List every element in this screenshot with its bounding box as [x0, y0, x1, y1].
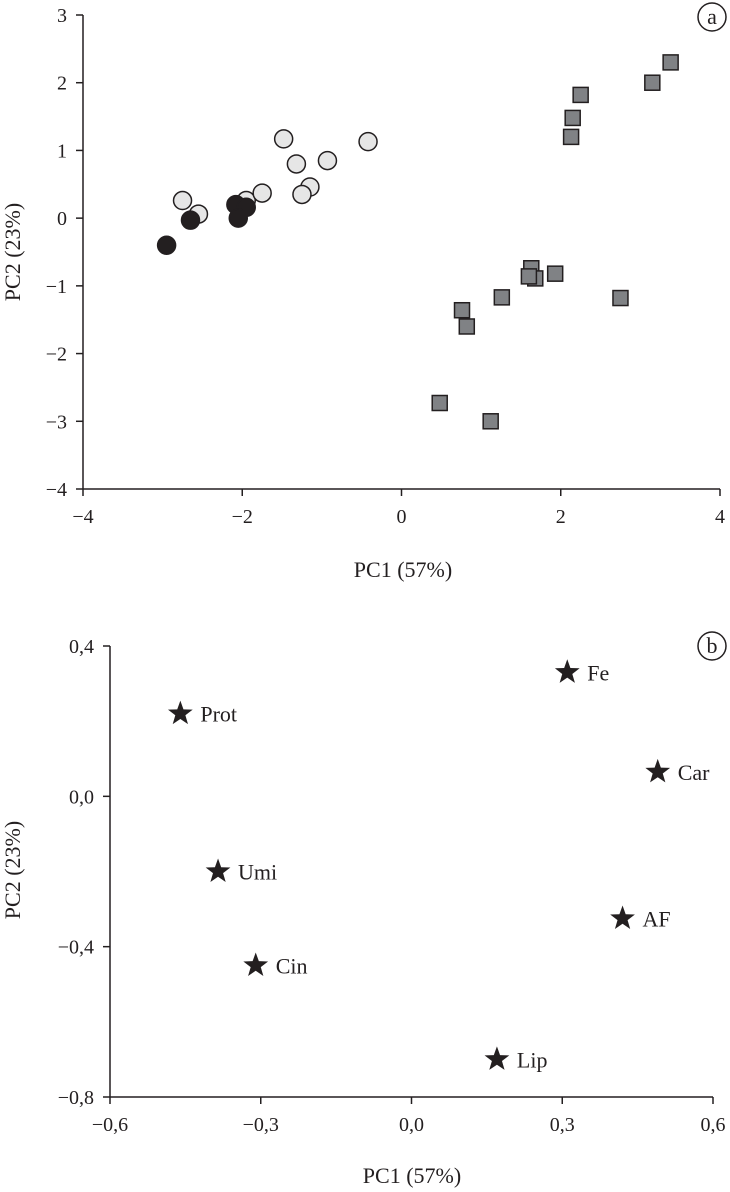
- panel-a-ticks: −4 −2 0 2 4 3 2 1 0 −1 −2 −3 −4: [46, 5, 725, 528]
- gray-square-point: [493, 289, 511, 306]
- panel-a-x-tick-label: 0: [397, 506, 407, 528]
- panel-b-x-axis-title: PC1 (57%): [363, 1163, 461, 1188]
- light-circle-point: [317, 150, 338, 171]
- panel-b-x-tick-label: −0,6: [92, 1114, 128, 1136]
- panel-b-x-tick-label: 0,0: [399, 1114, 424, 1136]
- panel-a-y-tick-label: 1: [57, 140, 67, 162]
- panel-a-y-axis-title: PC2 (23%): [0, 203, 25, 301]
- panel-a-y-tick-label: 3: [57, 5, 67, 27]
- gray-square-point: [644, 74, 661, 91]
- panel-b-y-tick-label: 0,4: [69, 636, 94, 658]
- gray-square-point: [453, 301, 471, 319]
- star-marker-prot: [167, 700, 193, 725]
- panel-a-y-tick-label: −2: [46, 344, 67, 366]
- gray-square-point: [612, 289, 629, 307]
- point-label-car: Car: [678, 760, 710, 785]
- star-marker-af: [610, 905, 635, 929]
- gray-square-point: [458, 318, 476, 335]
- light-circle-point: [358, 131, 378, 152]
- panel-a-x-tick-label: 2: [556, 506, 566, 528]
- gray-square-point: [546, 265, 564, 282]
- black-circle-point: [180, 210, 201, 230]
- point-label-af: AF: [643, 906, 671, 931]
- panel-b-letter-badge: b: [697, 631, 727, 661]
- panel-a-axes: [82, 15, 720, 490]
- light-circle-point: [273, 129, 294, 149]
- panel-a-y-tick-label: −1: [46, 276, 67, 298]
- panel-b-x-tick-label: −0,3: [243, 1114, 279, 1136]
- panel-a-y-tick-label: −3: [46, 411, 67, 433]
- star-marker-car: [645, 758, 671, 783]
- black-circle-point: [156, 235, 177, 255]
- light-circle-point: [252, 183, 272, 203]
- panel-a-letter: a: [707, 4, 717, 29]
- panel-a-y-tick-label: −4: [46, 479, 67, 501]
- gray-square-point: [564, 109, 581, 127]
- panel-a-x-tick-label: 4: [715, 506, 725, 528]
- gray-square-point: [562, 128, 580, 146]
- star-marker-fe: [554, 659, 580, 683]
- gray-square-point: [662, 54, 679, 71]
- gray-square-point: [572, 86, 589, 104]
- panel-a-letter-circle: [697, 2, 727, 32]
- panel-a-letter-badge: a: [697, 2, 727, 32]
- panel-b-y-tick-label: −0,8: [58, 1087, 94, 1109]
- point-label-cin: Cin: [276, 953, 308, 978]
- panel-a-y-tick-label: 2: [57, 73, 67, 95]
- panel-a-x-tick-label: −4: [72, 506, 93, 528]
- panel-b-x-tick-label: 0,6: [701, 1114, 726, 1136]
- panel-b-points: Fe Prot Car Umi AF Cin Lip: [167, 659, 710, 1072]
- panel-b-x-tick-label: 0,3: [550, 1114, 575, 1136]
- point-label-umi: Umi: [238, 860, 277, 885]
- panel-a-points: [156, 54, 679, 430]
- light-circle-point: [286, 154, 307, 174]
- light-circle-point: [292, 184, 312, 205]
- point-label-prot: Prot: [200, 702, 237, 727]
- panel-b-loadings-plot: −0,6 −0,3 0,0 0,3 0,6 0,4 0,0 −0,4 −0,8 Fe Prot Ca…: [0, 631, 727, 1188]
- panel-b-ticks: −0,6 −0,3 0,0 0,3 0,6 0,4 0,0 −0,4 −0,8: [58, 636, 726, 1136]
- gray-square-point: [431, 394, 448, 412]
- light-circle-point: [172, 190, 193, 211]
- panel-a-x-axis-title: PC1 (57%): [354, 557, 452, 582]
- panel-b-y-tick-label: −0,4: [58, 937, 94, 959]
- star-marker-cin: [243, 952, 269, 976]
- panel-b-letter: b: [707, 633, 718, 658]
- panel-b-y-tick-label: 0,0: [69, 786, 94, 808]
- panel-a-y-tick-label: 0: [57, 208, 67, 230]
- point-label-lip: Lip: [517, 1047, 548, 1072]
- panel-a-x-tick-label: −2: [232, 506, 253, 528]
- black-circle-point: [228, 208, 249, 228]
- panel-b-letter-circle: [697, 631, 727, 661]
- gray-square-point: [482, 413, 499, 430]
- gray-square-point: [520, 268, 538, 285]
- star-marker-umi: [205, 858, 231, 883]
- panel-b-y-axis-title: PC2 (23%): [0, 821, 25, 919]
- star-marker-lip: [484, 1046, 510, 1070]
- point-label-fe: Fe: [587, 660, 609, 685]
